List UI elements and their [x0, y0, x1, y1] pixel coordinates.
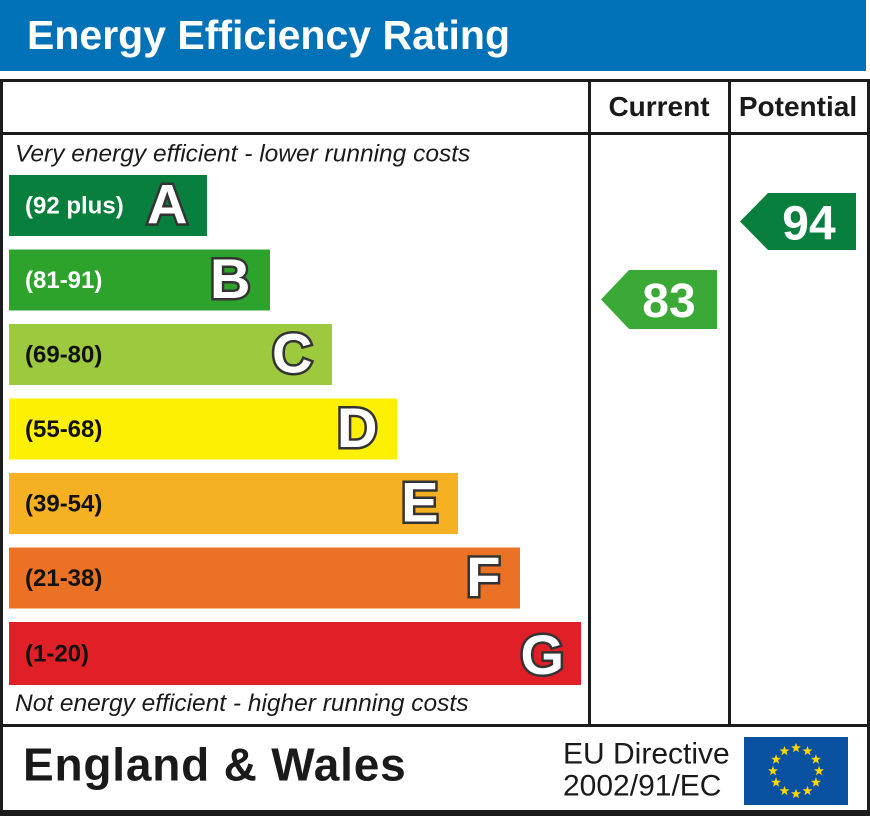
svg-text:(69-80): (69-80) — [25, 342, 102, 369]
svg-text:E: E — [401, 471, 438, 534]
svg-text:(81-91): (81-91) — [25, 267, 102, 294]
svg-text:(21-38): (21-38) — [25, 565, 102, 592]
svg-text:B: B — [210, 247, 250, 310]
svg-text:2002/91/EC: 2002/91/EC — [563, 770, 721, 803]
svg-text:D: D — [337, 396, 377, 459]
svg-text:94: 94 — [782, 198, 836, 251]
svg-text:Energy Efficiency Rating: Energy Efficiency Rating — [27, 12, 510, 58]
svg-text:Current: Current — [608, 91, 709, 122]
svg-text:A: A — [147, 173, 187, 236]
svg-text:EU Directive: EU Directive — [563, 738, 730, 771]
svg-text:England & Wales: England & Wales — [23, 739, 406, 791]
svg-text:C: C — [272, 322, 312, 385]
svg-text:(39-54): (39-54) — [25, 491, 102, 518]
svg-text:F: F — [466, 545, 500, 608]
svg-text:Not energy efficient - higher: Not energy efficient - higher running co… — [15, 690, 469, 717]
svg-text:Very energy efficient - lower: Very energy efficient - lower running co… — [15, 141, 470, 168]
svg-text:(92 plus): (92 plus) — [25, 193, 124, 220]
svg-text:(1-20): (1-20) — [25, 641, 89, 668]
svg-text:(55-68): (55-68) — [25, 416, 102, 443]
svg-text:Potential: Potential — [739, 91, 857, 122]
svg-text:G: G — [520, 623, 564, 686]
svg-text:83: 83 — [642, 275, 695, 328]
